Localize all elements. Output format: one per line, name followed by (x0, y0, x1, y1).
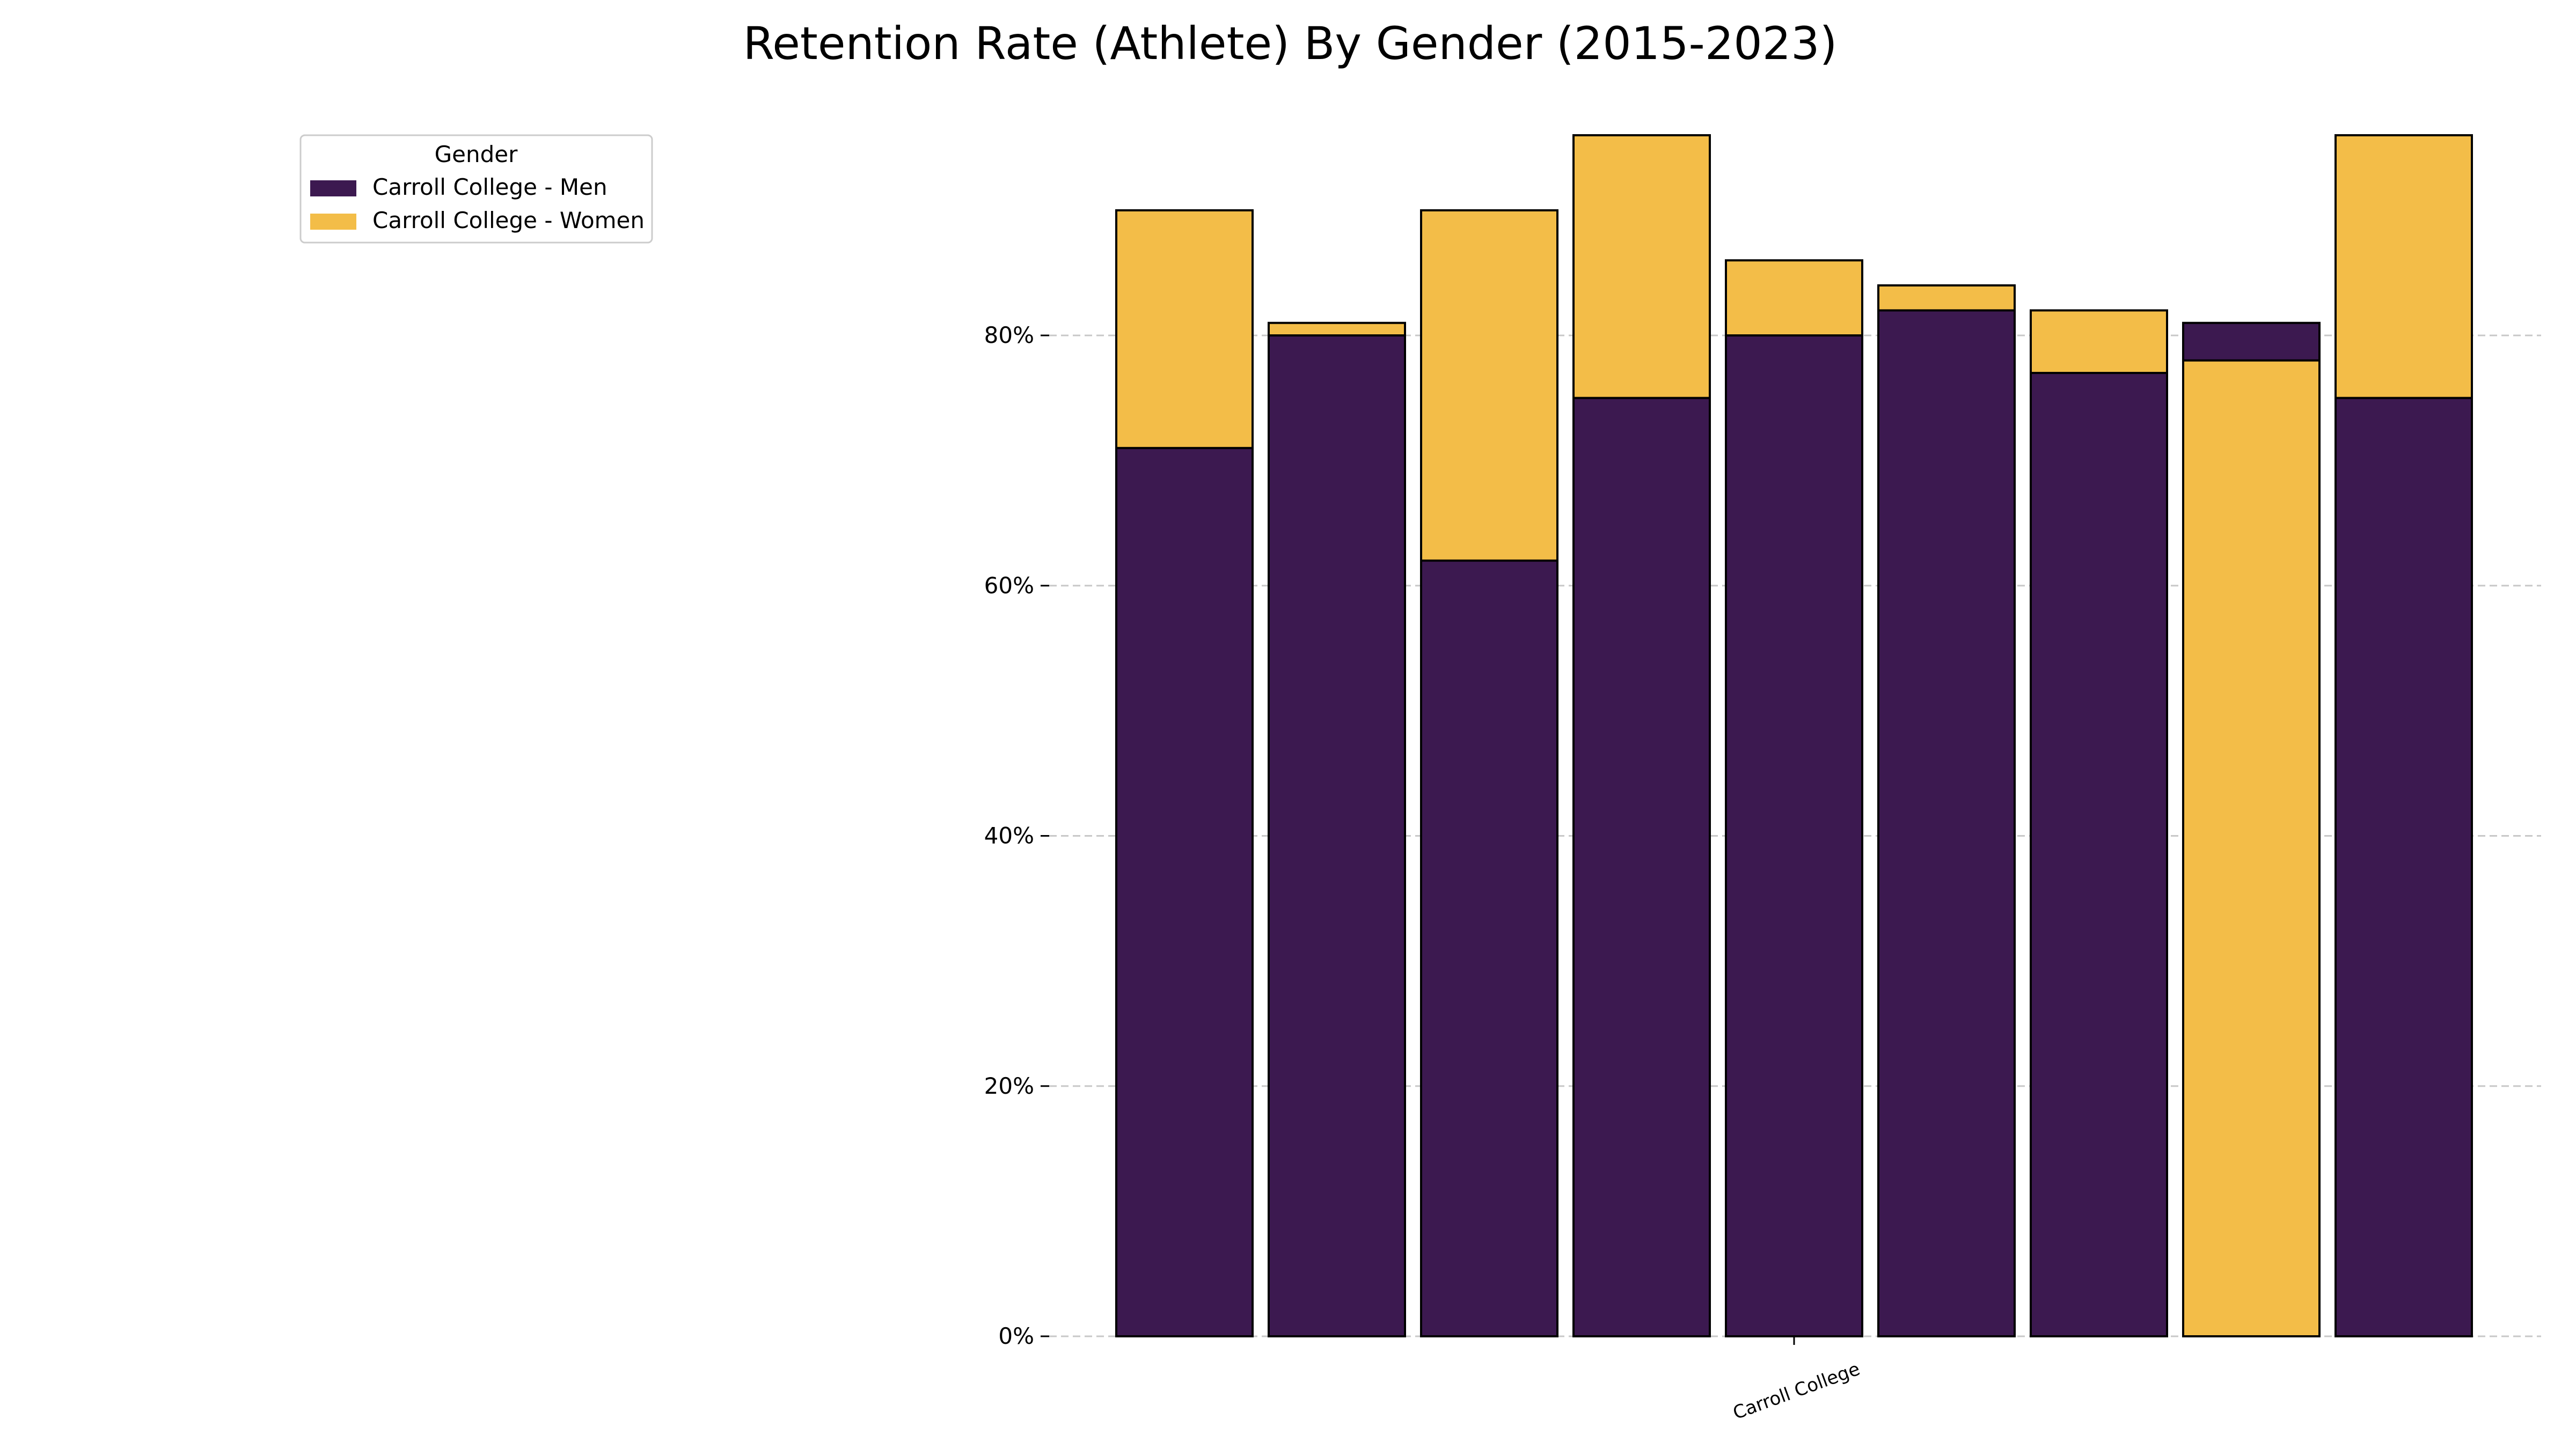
legend-swatch-men (310, 180, 356, 196)
y-tick-label: 20% (984, 1073, 1034, 1099)
legend-label-men: Carroll College - Men (372, 174, 608, 200)
y-tick-label: 0% (998, 1323, 1034, 1349)
bar-men-6 (1877, 309, 2016, 1337)
x-category-label: Carroll College (1730, 1358, 1863, 1424)
bar-men-9 (2334, 397, 2473, 1337)
bar-men-3 (1420, 559, 1558, 1337)
bar-men-7 (2030, 371, 2168, 1337)
y-axis: 0% 20% 40% 60% 80% (984, 322, 1049, 1349)
legend-box (299, 134, 653, 244)
x-axis: Carroll College (1730, 1336, 1863, 1424)
chart-title: Retention Rate (Athlete) By Gender (2015… (743, 17, 1838, 70)
y-tick-label: 60% (984, 572, 1034, 598)
bar-men-5 (1725, 334, 1863, 1337)
bars (1115, 134, 2473, 1337)
legend-title: Gender (435, 141, 518, 167)
bar-men-2 (1268, 334, 1406, 1337)
y-tick-label: 80% (984, 322, 1034, 348)
legend-swatch-women (310, 214, 356, 230)
legend-label-women: Carroll College - Women (372, 207, 645, 233)
y-tick-label: 40% (984, 823, 1034, 849)
legend: Gender Carroll College - Men Carroll Colle… (299, 134, 653, 244)
bar-women-8 (2182, 359, 2321, 1337)
bar-men-4 (1572, 397, 1711, 1337)
bar-men-1 (1115, 447, 1254, 1337)
